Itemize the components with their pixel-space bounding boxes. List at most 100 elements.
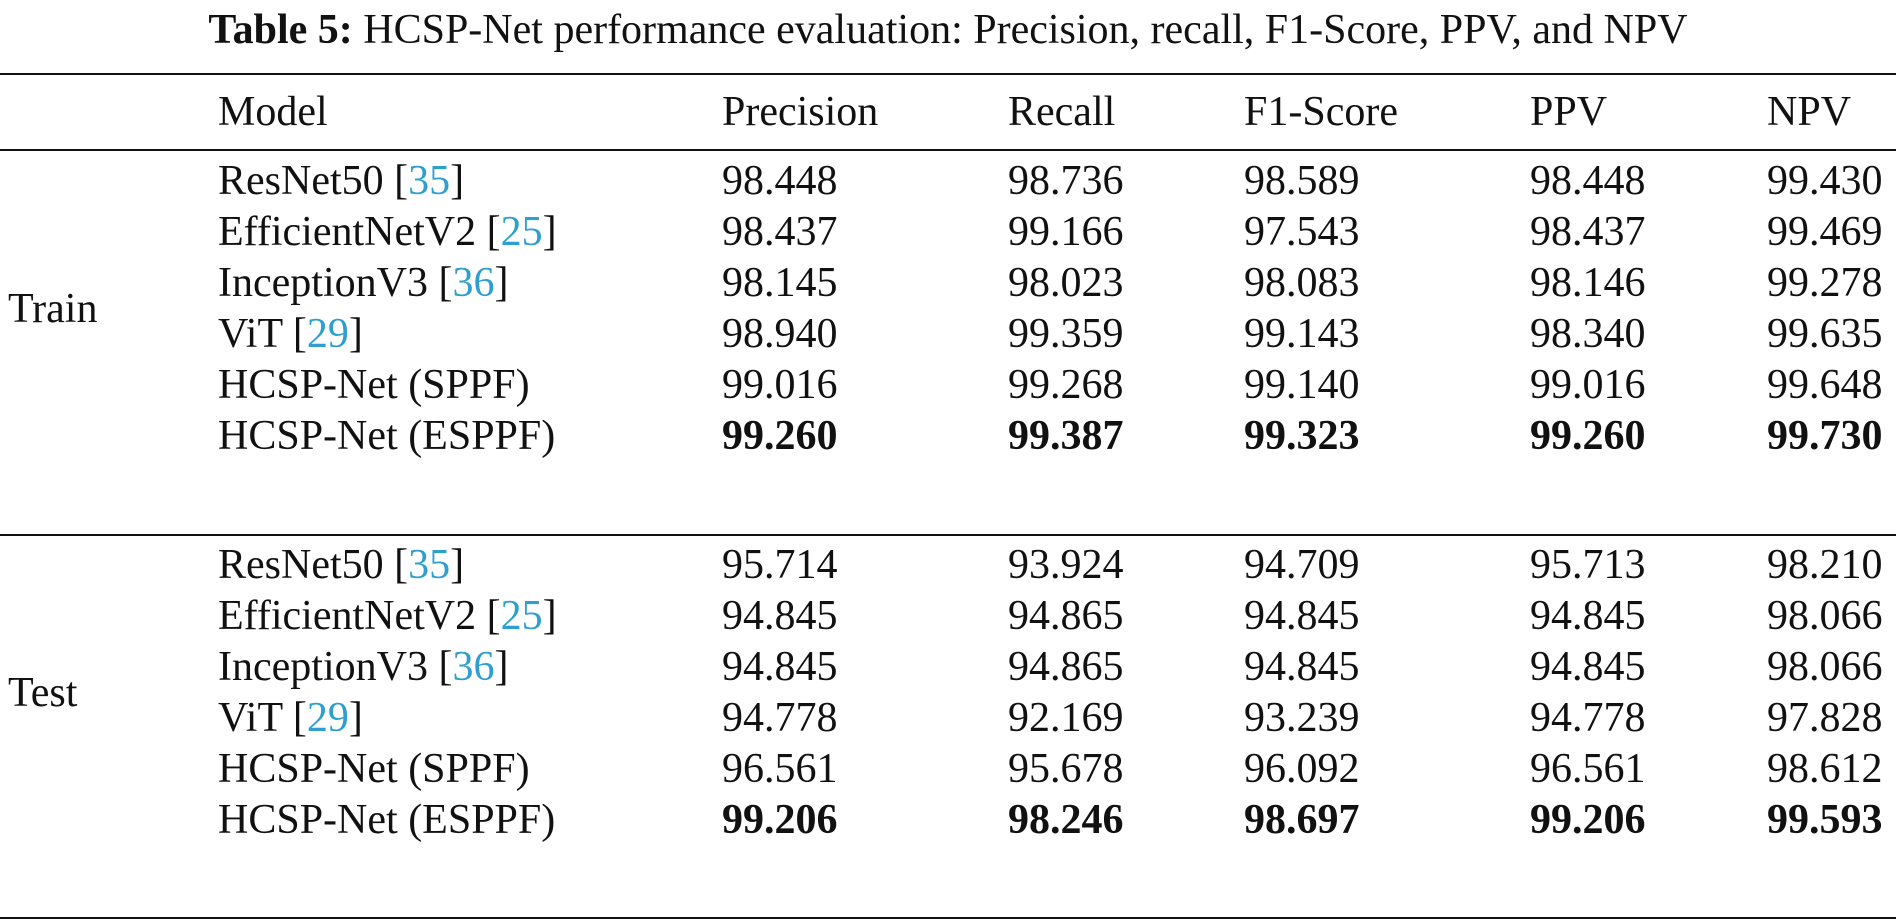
cell-ppv: 99.016: [1530, 362, 1646, 408]
cell-model: ResNet50 [35]: [218, 155, 464, 207]
cell-recall: 94.865: [1008, 644, 1124, 690]
citation-link[interactable]: 25: [500, 593, 543, 639]
table-bottom-rule: [0, 917, 1896, 919]
cell-recall: 95.678: [1008, 746, 1124, 792]
cell-npv: 98.066: [1767, 644, 1883, 690]
cell-precision: 99.260: [722, 413, 838, 459]
cell-npv: 99.278: [1767, 260, 1883, 306]
header-precision: Precision: [722, 89, 879, 135]
model-name: HCSP-Net (SPPF): [218, 746, 530, 792]
cell-npv: 98.066: [1767, 593, 1883, 639]
model-name: ResNet50: [218, 542, 384, 588]
cell-model: HCSP-Net (ESPPF): [218, 410, 555, 462]
table-group-separator-rule: [0, 534, 1896, 536]
table-top-rule: [0, 73, 1896, 75]
cell-recall: 98.023: [1008, 260, 1124, 306]
cell-recall: 94.865: [1008, 593, 1124, 639]
cell-model: InceptionV3 [36]: [218, 257, 508, 309]
cell-npv: 98.210: [1767, 542, 1883, 588]
cell-f1-score: 97.543: [1244, 209, 1360, 255]
citation-link[interactable]: 29: [306, 695, 349, 741]
cell-npv: 99.635: [1767, 311, 1883, 357]
model-name: InceptionV3: [218, 260, 428, 306]
citation-bracket-close: ]: [348, 695, 363, 741]
cell-precision: 95.714: [722, 542, 838, 588]
header-npv: NPV: [1767, 89, 1852, 135]
cell-model: HCSP-Net (SPPF): [218, 359, 530, 411]
cell-model: HCSP-Net (ESPPF): [218, 794, 555, 846]
citation-bracket-open: [: [476, 209, 501, 255]
model-name: ResNet50: [218, 158, 384, 204]
cell-precision: 94.778: [722, 695, 838, 741]
cell-ppv: 95.713: [1530, 542, 1646, 588]
citation-link[interactable]: 36: [452, 644, 495, 690]
cell-ppv: 94.845: [1530, 593, 1646, 639]
header-model: Model: [218, 89, 328, 135]
header-f1-score: F1-Score: [1244, 89, 1398, 135]
cell-npv: 98.612: [1767, 746, 1883, 792]
cell-ppv: 98.437: [1530, 209, 1646, 255]
citation-bracket-close: ]: [542, 209, 557, 255]
cell-precision: 94.845: [722, 644, 838, 690]
citation-bracket-close: ]: [450, 158, 465, 204]
table-caption-label: Table 5:: [208, 7, 353, 53]
cell-npv: 99.648: [1767, 362, 1883, 408]
cell-ppv: 99.206: [1530, 797, 1646, 843]
model-name: ViT: [218, 311, 283, 357]
citation-bracket-close: ]: [494, 644, 509, 690]
cell-precision: 98.448: [722, 158, 838, 204]
citation-bracket-open: [: [476, 593, 501, 639]
cell-f1-score: 93.239: [1244, 695, 1360, 741]
citation-bracket-open: [: [383, 542, 409, 588]
cell-model: HCSP-Net (SPPF): [218, 743, 530, 795]
cell-precision: 96.561: [722, 746, 838, 792]
cell-model: InceptionV3 [36]: [218, 641, 508, 693]
cell-recall: 98.736: [1008, 158, 1124, 204]
citation-bracket-close: ]: [542, 593, 557, 639]
model-name: ViT: [218, 695, 283, 741]
cell-f1-score: 99.143: [1244, 311, 1360, 357]
citation-link[interactable]: 35: [408, 158, 451, 204]
cell-precision: 98.940: [722, 311, 838, 357]
cell-recall: 99.387: [1008, 413, 1124, 459]
citation-bracket-close: ]: [494, 260, 509, 306]
cell-ppv: 96.561: [1530, 746, 1646, 792]
table-caption: Table 5: HCSP-Net performance evaluation…: [0, 4, 1896, 56]
citation-bracket-close: ]: [450, 542, 465, 588]
cell-ppv: 94.845: [1530, 644, 1646, 690]
citation-bracket-open: [: [383, 158, 409, 204]
cell-recall: 92.169: [1008, 695, 1124, 741]
model-name: EfficientNetV2: [218, 593, 477, 639]
cell-f1-score: 98.083: [1244, 260, 1360, 306]
citation-link[interactable]: 25: [500, 209, 543, 255]
cell-precision: 98.145: [722, 260, 838, 306]
cell-f1-score: 94.709: [1244, 542, 1360, 588]
cell-model: EfficientNetV2 [25]: [218, 590, 557, 642]
header-recall: Recall: [1008, 89, 1116, 135]
cell-f1-score: 94.845: [1244, 644, 1360, 690]
cell-ppv: 98.340: [1530, 311, 1646, 357]
cell-f1-score: 99.323: [1244, 413, 1360, 459]
citation-link[interactable]: 36: [452, 260, 495, 306]
citation-link[interactable]: 29: [306, 311, 349, 357]
group-label: Test: [8, 670, 78, 716]
model-name: HCSP-Net (SPPF): [218, 362, 530, 408]
cell-f1-score: 99.140: [1244, 362, 1360, 408]
cell-precision: 99.206: [722, 797, 838, 843]
citation-link[interactable]: 35: [408, 542, 451, 588]
cell-recall: 99.359: [1008, 311, 1124, 357]
cell-model: ResNet50 [35]: [218, 539, 464, 591]
cell-ppv: 94.778: [1530, 695, 1646, 741]
cell-recall: 93.924: [1008, 542, 1124, 588]
cell-npv: 97.828: [1767, 695, 1883, 741]
model-name: InceptionV3: [218, 644, 428, 690]
cell-precision: 99.016: [722, 362, 838, 408]
cell-f1-score: 98.697: [1244, 797, 1360, 843]
cell-npv: 99.469: [1767, 209, 1883, 255]
cell-f1-score: 96.092: [1244, 746, 1360, 792]
cell-model: ViT [29]: [218, 308, 363, 360]
table-header-rule: [0, 149, 1896, 151]
cell-recall: 99.268: [1008, 362, 1124, 408]
model-name: HCSP-Net (ESPPF): [218, 797, 556, 843]
citation-bracket-open: [: [282, 311, 307, 357]
